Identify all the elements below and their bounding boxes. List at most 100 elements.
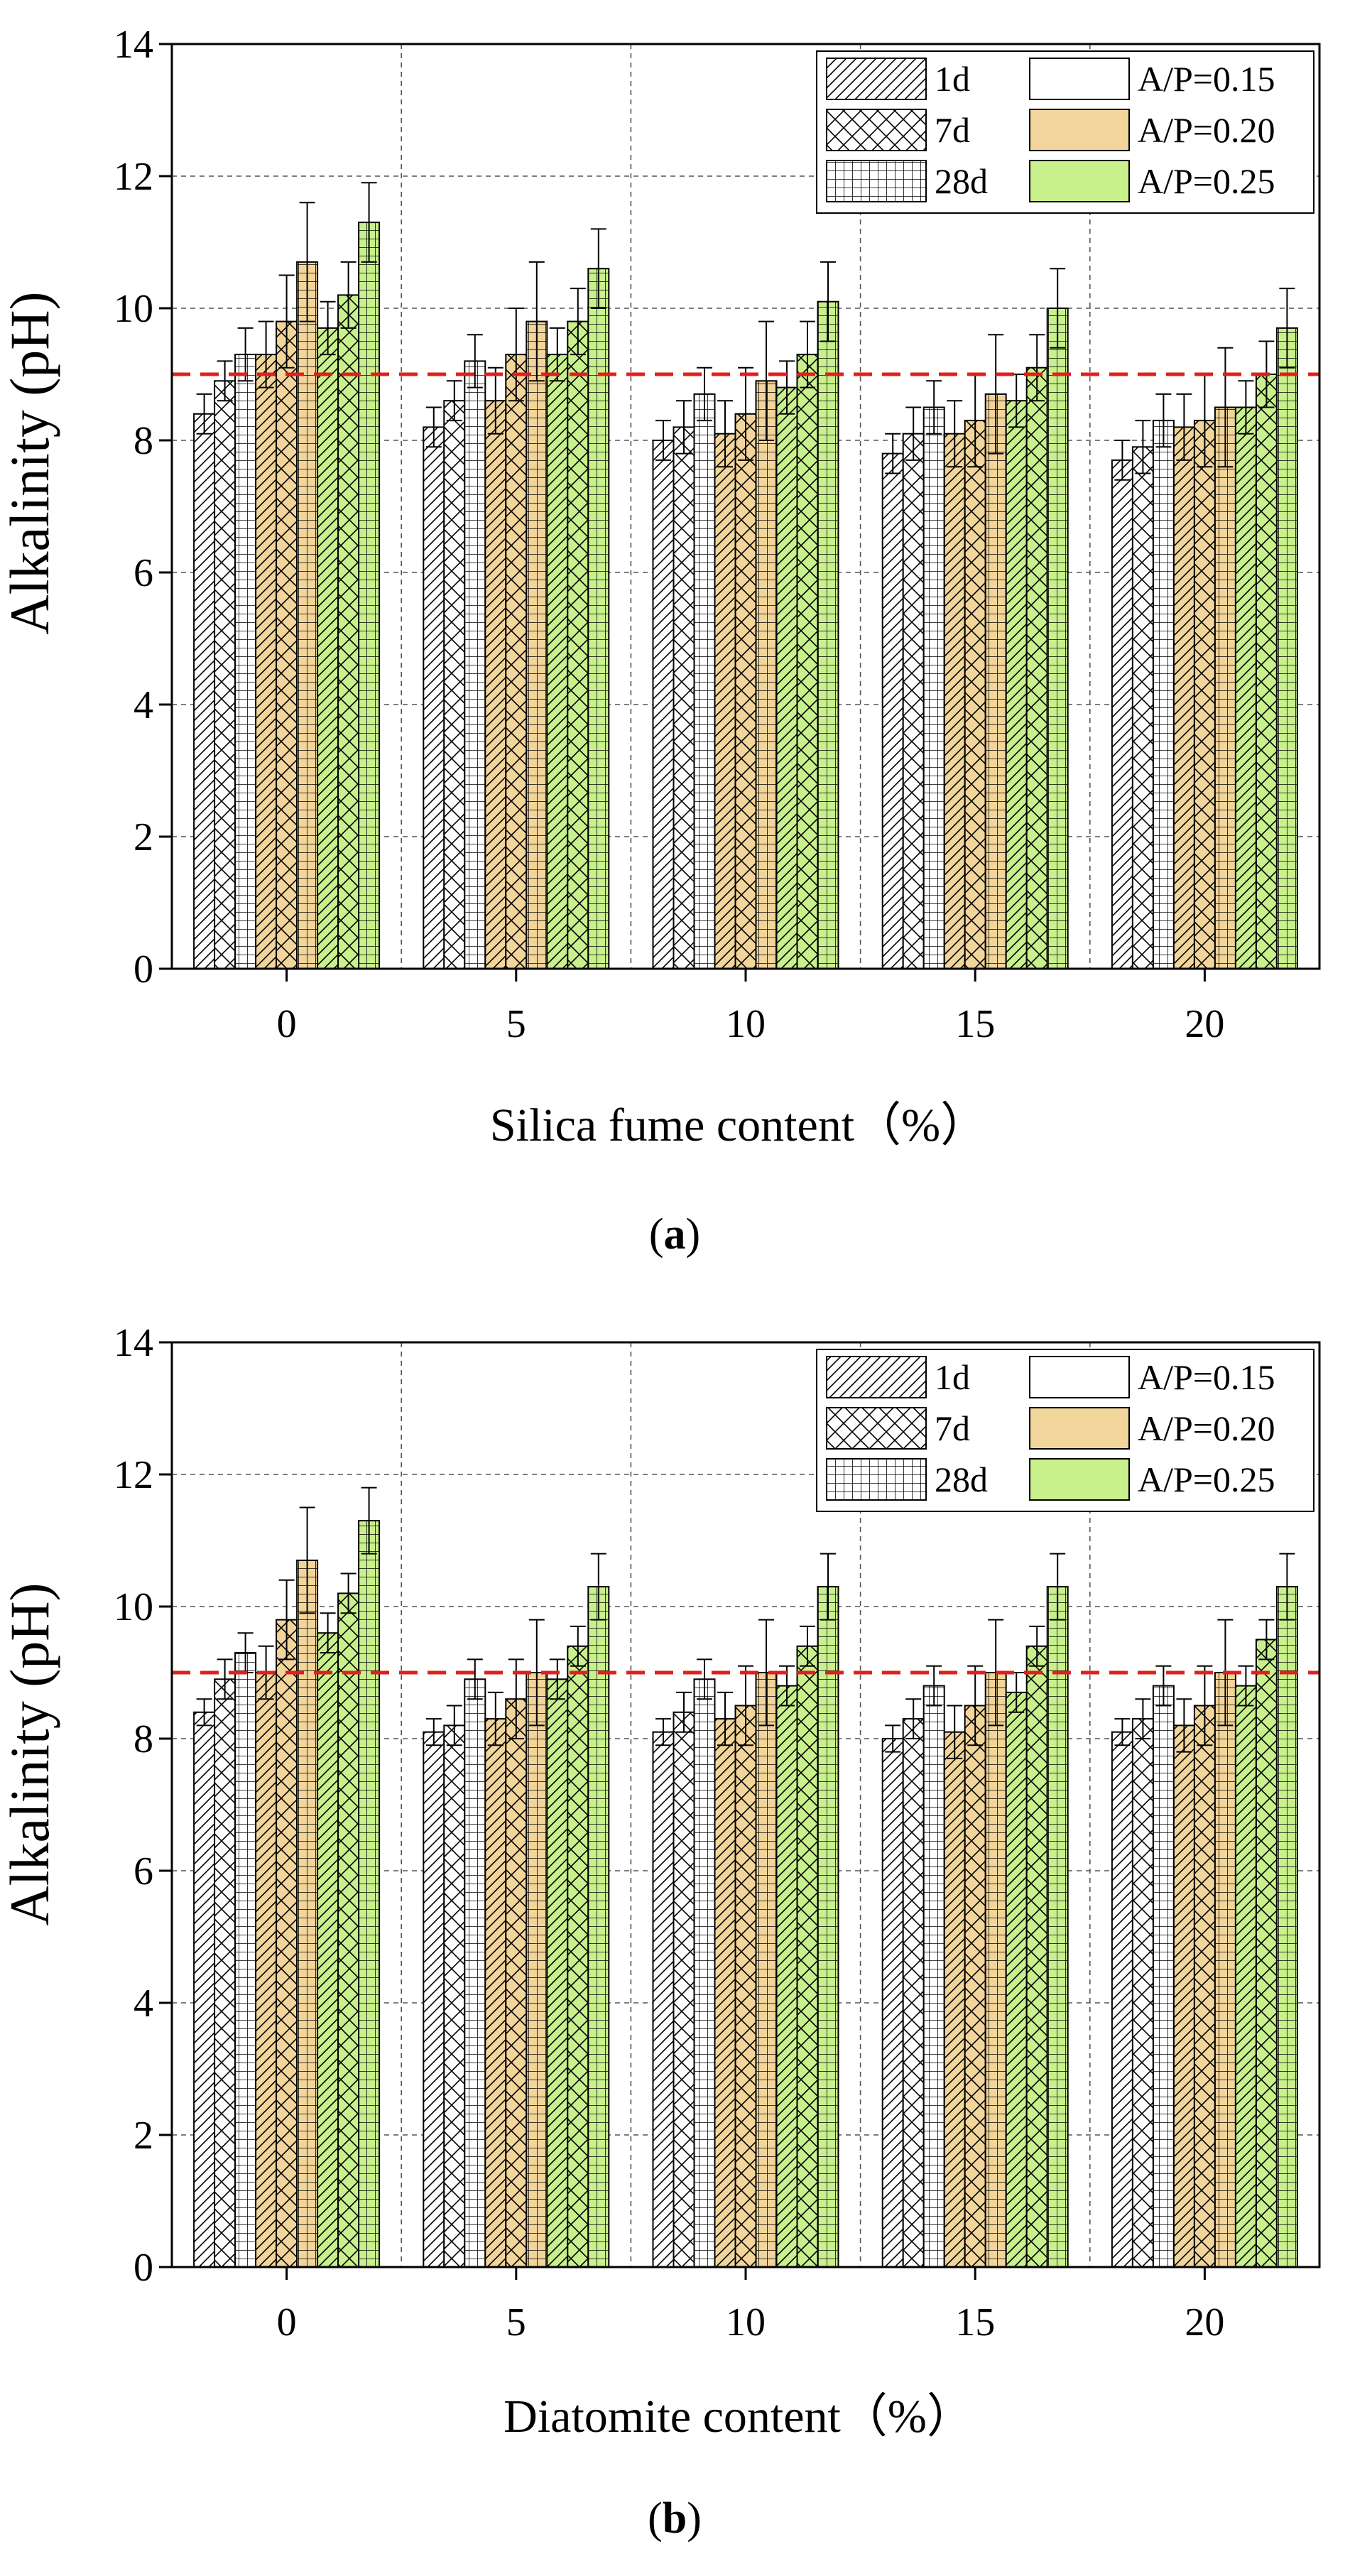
bar-pattern (296, 261, 319, 969)
x-tick-label: 0 (277, 2300, 297, 2344)
bar-pattern (484, 400, 507, 969)
bar-pattern (1255, 1638, 1278, 2268)
bar-pattern (817, 1586, 839, 2268)
legend-swatch-ratio (1029, 1407, 1130, 1450)
bar-pattern (1214, 1672, 1236, 2268)
x-axis-label: Silica fume content（%） (490, 1099, 987, 1151)
bar-pattern (423, 1731, 445, 2268)
bar-pattern (358, 1520, 381, 2268)
y-tick-label: 12 (114, 155, 153, 199)
x-tick-label: 20 (1185, 1002, 1224, 1046)
bar-pattern (1152, 1685, 1175, 2268)
bar-pattern (984, 1672, 1007, 2268)
x-tick-label: 15 (955, 2300, 995, 2344)
bar-pattern (505, 1698, 528, 2268)
legend-label: 7d (935, 1408, 970, 1448)
x-axis-label: Diatomite content（%） (503, 2391, 974, 2442)
x-tick-label: 20 (1185, 2300, 1224, 2344)
legend-label: A/P=0.25 (1138, 1460, 1275, 1499)
bar-pattern (337, 294, 360, 969)
bar-pattern (1111, 459, 1133, 969)
bar-pattern (358, 222, 381, 970)
bar-pattern (964, 420, 986, 969)
x-tick-label: 0 (277, 1002, 297, 1046)
bar-pattern (484, 1718, 507, 2268)
x-tick-label: 5 (506, 2300, 526, 2344)
legend-swatch-ratio (1029, 109, 1130, 151)
bar-pattern (1172, 1724, 1195, 2268)
bar-pattern (964, 1705, 986, 2268)
bar-pattern (943, 1731, 966, 2268)
bar-pattern (214, 1678, 236, 2268)
bar-pattern (693, 393, 716, 969)
bar-pattern (296, 1559, 319, 2268)
bar-pattern (443, 1724, 466, 2268)
bar-pattern (652, 440, 675, 969)
panel-caption: (a) (649, 1210, 700, 1259)
bar-pattern (1275, 327, 1298, 969)
bar-pattern (526, 1672, 548, 2268)
x-tick-label: 15 (955, 1002, 995, 1046)
panel-caption: (b) (648, 2494, 702, 2543)
bar-pattern (1234, 406, 1257, 969)
legend-label: A/P=0.20 (1138, 110, 1275, 150)
bar-pattern (693, 1678, 716, 2268)
bar-pattern (1193, 1705, 1216, 2268)
bar-pattern (673, 426, 695, 969)
y-tick-label: 14 (114, 23, 153, 67)
legend-swatch-ratio (1029, 58, 1130, 100)
bar-pattern (1046, 1586, 1069, 2268)
bar-pattern (567, 1645, 589, 2268)
bar-pattern (587, 1586, 610, 2268)
bar-pattern (817, 300, 839, 969)
chart-panel-a: 0 2 4 6 8 10 12 14 0 5 10 15 20 1d 7d 28d A/P=0.15 A/P=0… (0, 23, 1321, 1259)
bar-pattern (1046, 308, 1069, 969)
bar-pattern (526, 320, 548, 970)
bar-pattern (1275, 1586, 1298, 2268)
bar-pattern (464, 360, 486, 969)
bar-pattern (1005, 1691, 1028, 2268)
y-tick-label: 14 (114, 1321, 153, 1365)
legend-label: A/P=0.15 (1138, 59, 1275, 99)
legend-swatch-ratio (1029, 1356, 1130, 1398)
y-tick-label: 0 (134, 947, 153, 991)
x-tick-label: 5 (506, 1002, 526, 1046)
bar-pattern (1214, 406, 1236, 969)
bar-pattern (1131, 446, 1154, 969)
legend-swatch-1d (826, 1356, 927, 1398)
legend-label: 7d (935, 110, 970, 150)
bar-pattern (587, 268, 610, 969)
bar-pattern (423, 426, 445, 969)
y-axis-label: Alkalinity (pH) (0, 1582, 60, 1925)
bar-pattern (714, 433, 736, 969)
y-tick-label: 4 (134, 683, 153, 727)
legend: 1d 7d 28d A/P=0.15 A/P=0.20 A/P=0.25 (816, 1349, 1314, 1512)
legend-label: A/P=0.25 (1138, 161, 1275, 201)
y-tick-label: 0 (134, 2246, 153, 2290)
bar-pattern (902, 1718, 925, 2268)
bar-pattern (505, 354, 528, 970)
bar-pattern (943, 433, 966, 969)
legend-swatch-28d (826, 1458, 927, 1501)
legend-swatch-7d (826, 109, 927, 151)
bar-pattern (775, 1685, 798, 2268)
bar-pattern (1172, 426, 1195, 969)
bar-pattern (652, 1731, 675, 2268)
bar-pattern (922, 406, 945, 969)
bar-pattern (734, 1705, 757, 2268)
bar-pattern (673, 1711, 695, 2268)
bar-pattern (337, 1592, 360, 2268)
bar-pattern (734, 413, 757, 969)
legend-label: 1d (935, 59, 970, 99)
bar-pattern (193, 413, 216, 969)
bar-pattern (1234, 1685, 1257, 2268)
legend-label: 28d (935, 1460, 988, 1499)
bar-pattern (1152, 420, 1175, 969)
bar-pattern (922, 1685, 945, 2268)
x-tick-label: 10 (726, 1002, 766, 1046)
bar-pattern (796, 354, 819, 970)
bar-pattern (317, 327, 339, 969)
bar-pattern (1193, 420, 1216, 969)
bar-pattern (755, 380, 778, 969)
